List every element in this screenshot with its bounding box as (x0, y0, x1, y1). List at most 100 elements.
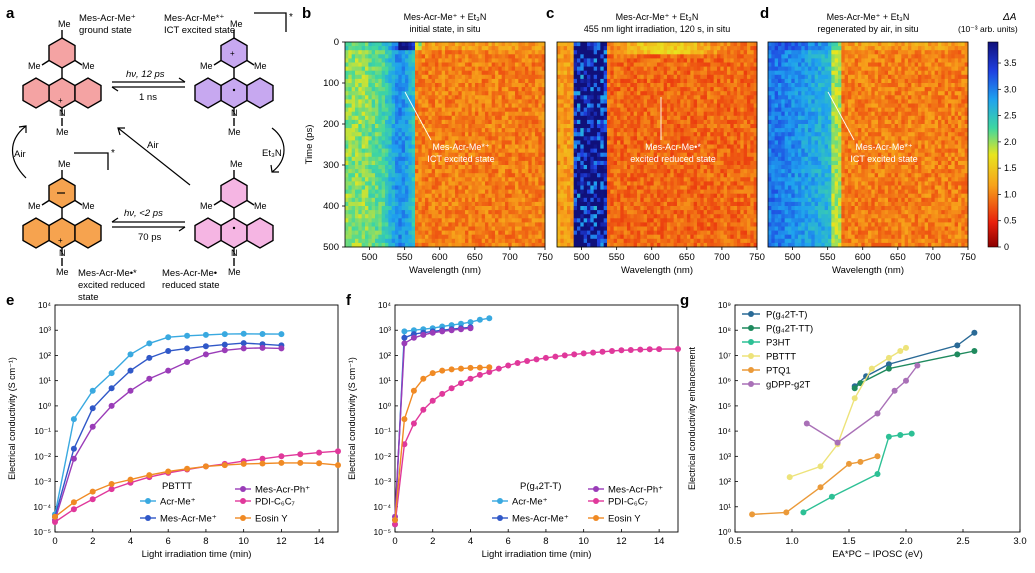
heatmap-cell (511, 74, 516, 80)
heatmap-cell (368, 173, 373, 178)
heatmap-cell (475, 214, 479, 219)
heatmap-cell (673, 111, 678, 117)
heatmap-cell (471, 148, 476, 154)
heatmap-cell (398, 193, 403, 199)
heatmap-cell (733, 54, 738, 59)
heatmap-cell (455, 148, 459, 154)
heatmap-cell (680, 144, 685, 149)
heatmap-cell (740, 107, 745, 113)
heatmap-cell (495, 119, 499, 125)
heatmap-cell (690, 46, 695, 51)
heatmap-cell (388, 181, 393, 186)
heatmap-cell (451, 160, 456, 166)
heatmap-cell (617, 148, 621, 154)
heatmap-cell (461, 169, 466, 174)
heatmap-cell (495, 62, 499, 67)
heatmap-cell (431, 83, 436, 88)
heatmap-cell (361, 42, 366, 47)
heatmap-cell (753, 54, 758, 59)
heatmap-cell (525, 95, 529, 100)
heatmap-cell (623, 66, 628, 72)
heatmap-cell (391, 181, 396, 186)
heatmap-cell (700, 144, 705, 149)
heatmap-cell (498, 140, 503, 145)
heatmap-cell (425, 74, 429, 80)
heatmap-cell (428, 214, 433, 219)
heatmap-cell (710, 50, 715, 55)
heatmap-cell (627, 103, 631, 108)
heatmap-cell (683, 70, 688, 76)
heatmap-cell (670, 66, 675, 72)
heatmap-cell (563, 132, 568, 137)
heatmap-cell (371, 226, 376, 231)
heatmap-cell (361, 152, 366, 158)
heatmap-cell (663, 152, 668, 158)
heatmap-cell (727, 156, 731, 162)
heatmap-cell (727, 74, 731, 80)
heatmap-cell (733, 70, 738, 76)
heatmap-cell (458, 78, 463, 84)
heatmap-cell (663, 111, 668, 117)
heatmap-cell (511, 58, 516, 63)
heatmap-cell (491, 189, 496, 195)
heatmap-cell (428, 99, 433, 104)
heatmap-cell (525, 46, 529, 51)
heatmap-cell (518, 152, 523, 158)
heatmap-cell (521, 42, 526, 47)
heatmap-cell (697, 83, 701, 88)
heatmap-cell (481, 214, 486, 219)
heatmap-cell (388, 95, 393, 100)
heatmap-cell (707, 83, 711, 88)
heatmap-cell (421, 66, 426, 72)
heatmap-cell (411, 238, 416, 244)
heatmap-cell (495, 54, 499, 59)
heatmap-cell (693, 103, 698, 108)
heatmap-cell (670, 136, 675, 141)
heatmap-cell (455, 177, 459, 182)
heatmap-cell (583, 74, 588, 80)
heatmap-cell (345, 210, 349, 215)
heatmap-cell (623, 58, 628, 63)
heatmap-cell (345, 95, 349, 100)
heatmap-cell (677, 103, 681, 108)
heatmap-cell (411, 95, 416, 100)
heatmap-cell (560, 91, 565, 96)
heatmap-cell (518, 148, 523, 154)
heatmap-cell (358, 185, 363, 190)
heatmap-cell (528, 54, 533, 59)
heatmap-cell (405, 210, 409, 215)
heatmap-cell (468, 156, 473, 162)
heatmap-cell (388, 214, 393, 219)
heatmap-cell (613, 87, 618, 92)
heatmap-cell (475, 136, 479, 141)
heatmap-cell (720, 70, 725, 76)
heatmap-cell (371, 160, 376, 166)
heatmap-cell (518, 206, 523, 211)
heatmap-cell (395, 238, 399, 244)
heatmap-cell (418, 140, 423, 145)
heatmap-cell (637, 91, 641, 96)
heatmap-cell (541, 173, 546, 178)
heatmap-cell (617, 66, 621, 72)
heatmap-cell (693, 156, 698, 162)
heatmap-cell (620, 42, 625, 47)
heatmap-cell (627, 115, 631, 121)
heatmap-cell (580, 148, 585, 154)
heatmap-cell (348, 132, 353, 137)
heatmap-cell (351, 124, 356, 129)
heatmap-cell (567, 132, 571, 137)
heatmap-cell (603, 58, 608, 63)
heatmap-cell (468, 50, 473, 55)
heatmap-cell (428, 107, 433, 113)
heatmap-cell (405, 42, 409, 47)
heatmap-cell (498, 185, 503, 190)
heatmap-cell (455, 119, 459, 125)
label-me-9: Me (230, 159, 243, 169)
heatmap-cell (531, 136, 536, 141)
heatmap-cell (418, 173, 423, 178)
heatmap-cell (687, 50, 691, 55)
heatmap-cell (395, 169, 399, 174)
heatmap-cell (620, 66, 625, 72)
heatmap-cell (560, 124, 565, 129)
heatmap-cell (501, 136, 506, 141)
